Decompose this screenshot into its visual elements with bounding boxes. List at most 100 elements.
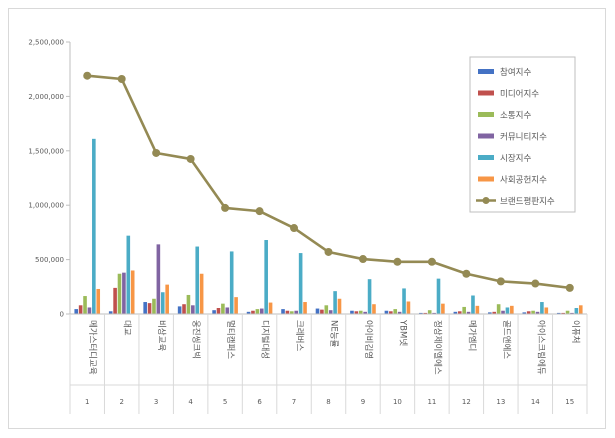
bar bbox=[432, 312, 436, 314]
line-point bbox=[531, 279, 540, 288]
bar bbox=[337, 298, 342, 314]
bar bbox=[152, 298, 156, 314]
x-tick-label: NE능률 bbox=[329, 320, 339, 348]
x-rank-label: 4 bbox=[188, 398, 193, 406]
brand-index-line bbox=[83, 71, 574, 292]
x-rank-label: 14 bbox=[531, 398, 540, 406]
bar bbox=[462, 306, 466, 314]
bar bbox=[333, 291, 337, 314]
line-point bbox=[358, 255, 367, 264]
x-rank-label: 11 bbox=[427, 398, 436, 406]
x-tick-label: 비상교육 bbox=[156, 320, 167, 351]
bar bbox=[320, 309, 324, 314]
legend-label: 사회공헌지수 bbox=[500, 176, 547, 186]
line-point bbox=[565, 283, 574, 292]
bar bbox=[251, 310, 255, 314]
bar bbox=[212, 310, 216, 314]
x-tick-label: 메가엠디 bbox=[466, 320, 477, 351]
bar bbox=[246, 311, 251, 314]
bar bbox=[389, 311, 393, 314]
bar bbox=[126, 235, 131, 314]
bar bbox=[475, 305, 480, 314]
bar bbox=[264, 240, 268, 314]
bar bbox=[565, 310, 570, 314]
line-point bbox=[255, 207, 264, 216]
legend-swatch bbox=[478, 69, 494, 74]
bar bbox=[441, 303, 445, 314]
legend-label: 미디어지수 bbox=[500, 89, 539, 100]
bar bbox=[221, 303, 225, 314]
bar bbox=[406, 301, 411, 314]
x-tick-label: 크레버스 bbox=[294, 320, 305, 351]
y-tick-label: 0 bbox=[60, 311, 64, 319]
legend-swatch bbox=[478, 155, 494, 160]
bar bbox=[156, 244, 161, 314]
y-tick-label: 500,000 bbox=[35, 256, 64, 264]
bar bbox=[285, 310, 290, 314]
x-rank-label: 6 bbox=[257, 398, 262, 406]
bar bbox=[501, 310, 505, 314]
bar bbox=[496, 304, 501, 314]
line-point bbox=[393, 257, 402, 266]
bar bbox=[303, 302, 307, 314]
legend-swatch bbox=[478, 90, 494, 96]
bar bbox=[281, 309, 285, 314]
x-rank-label: 1 bbox=[85, 398, 89, 406]
x-rank-label: 12 bbox=[462, 398, 471, 406]
bar bbox=[229, 251, 234, 314]
x-rank-label: 9 bbox=[361, 398, 365, 406]
bar bbox=[268, 302, 273, 314]
y-tick-label: 1,500,000 bbox=[28, 147, 64, 155]
bar bbox=[83, 296, 87, 314]
bar bbox=[191, 305, 195, 314]
x-tick-label: 디지털대성 bbox=[260, 320, 271, 359]
bar bbox=[177, 306, 182, 314]
bar bbox=[384, 310, 389, 314]
bar bbox=[492, 311, 497, 314]
x-tick-label: 골드앤에스 bbox=[501, 320, 512, 359]
x-tick-label: 정상제이엘에스 bbox=[432, 320, 443, 375]
bar bbox=[423, 312, 428, 314]
bar bbox=[531, 310, 535, 314]
legend-swatch bbox=[478, 133, 494, 139]
bar bbox=[510, 305, 514, 314]
bar bbox=[457, 311, 462, 314]
bar bbox=[561, 312, 565, 314]
x-tick-label: 대교 bbox=[122, 320, 132, 336]
bar bbox=[259, 308, 264, 314]
bar bbox=[540, 302, 544, 314]
legend-label: 시장지수 bbox=[500, 153, 531, 164]
bar bbox=[216, 308, 221, 314]
x-rank-label: 10 bbox=[393, 398, 402, 406]
x-tick-label: 웅진씽크빅 bbox=[191, 320, 202, 359]
bar bbox=[397, 311, 402, 314]
bar bbox=[147, 303, 152, 314]
line-point bbox=[290, 224, 299, 233]
bar bbox=[471, 295, 475, 314]
bar bbox=[108, 311, 113, 314]
bars bbox=[74, 138, 583, 314]
line-point bbox=[186, 154, 195, 163]
bar bbox=[453, 311, 458, 314]
bar bbox=[419, 312, 423, 314]
bar bbox=[328, 310, 333, 314]
bar bbox=[436, 278, 441, 314]
bar bbox=[526, 311, 531, 314]
bar bbox=[186, 294, 191, 314]
bar bbox=[255, 309, 260, 314]
bar bbox=[225, 307, 230, 314]
y-tick-label: 2,500,000 bbox=[28, 39, 64, 47]
x-rank-label: 8 bbox=[326, 398, 330, 406]
bar bbox=[96, 288, 101, 314]
bar bbox=[354, 311, 359, 314]
line-point bbox=[427, 257, 436, 266]
bar bbox=[74, 309, 79, 314]
line-point bbox=[117, 74, 126, 83]
y-axis: 0 500,000 1,000,000 1,500,000 2,000,000 2,500… bbox=[28, 39, 71, 319]
line-point bbox=[324, 247, 333, 256]
bar bbox=[294, 310, 299, 314]
legend-marker bbox=[482, 197, 490, 204]
bar bbox=[87, 307, 92, 314]
line-point bbox=[152, 148, 161, 157]
bar bbox=[570, 312, 574, 314]
